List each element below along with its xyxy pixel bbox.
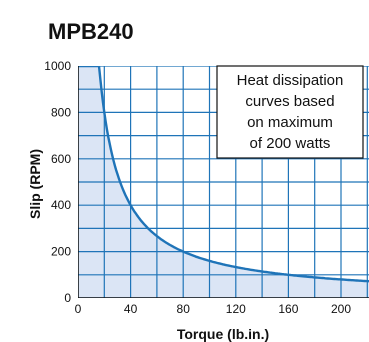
x-tick-label: 80 (177, 302, 191, 316)
y-tick-label: 600 (51, 152, 71, 166)
x-tick-label: 0 (75, 302, 82, 316)
y-tick-label: 1000 (44, 59, 71, 73)
y-tick-labels: 0 200 400 600 800 1000 (44, 59, 71, 305)
y-axis-label: Slip (RPM) (27, 149, 43, 219)
annotation-line: Heat dissipation (237, 72, 344, 89)
y-tick-label: 800 (51, 105, 71, 119)
x-tick-label: 200 (331, 302, 351, 316)
annotation-frame (216, 65, 364, 159)
annotation-line: of 200 watts (250, 135, 331, 152)
y-tick-label: 200 (51, 245, 71, 259)
y-tick-label: 0 (64, 291, 71, 305)
chart-title: MPB240 (48, 19, 134, 44)
annotation-line: curves based (245, 93, 334, 110)
x-tick-label: 40 (124, 302, 138, 316)
y-tick-label: 400 (51, 198, 71, 212)
annotation-box: Heat dissipation curves based on maximum of… (216, 65, 364, 159)
series-line (78, 66, 369, 283)
x-axis-label: Torque (lb.in.) (177, 326, 269, 342)
x-tick-label: 160 (278, 302, 298, 316)
x-tick-labels: 04080120160200240 (75, 302, 352, 316)
plot-area (78, 66, 369, 298)
x-tick-label: 120 (226, 302, 246, 316)
annotation-line: on maximum (247, 114, 333, 131)
area-fill (78, 66, 369, 298)
